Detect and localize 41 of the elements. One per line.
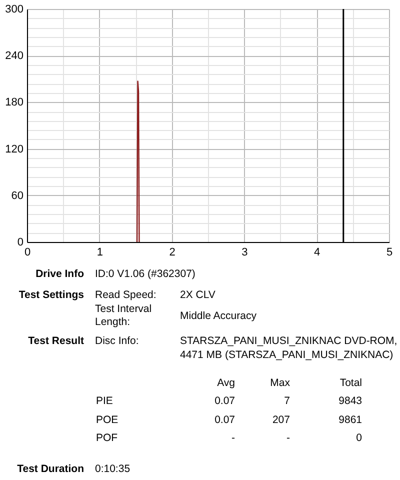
x-tick-label: 3	[242, 246, 248, 258]
text: Test Duration	[17, 463, 84, 475]
text: Test Result	[28, 335, 84, 347]
text: Disc Info:	[95, 335, 139, 347]
text: PIE	[96, 395, 113, 407]
y-tick-label: 120	[5, 143, 24, 156]
text: 207	[272, 414, 290, 426]
text: Test Settings	[18, 289, 84, 301]
text: 0:10:35	[95, 463, 130, 475]
text: ID:0 V1.06 (#362307)	[95, 268, 196, 280]
y-tick-label: 60	[11, 190, 24, 202]
text: 0.07	[214, 395, 236, 407]
text: 4471 MB (STARSZA_PANI_MUSI_ZNIKNAC)	[180, 349, 394, 361]
text: Max	[270, 377, 291, 389]
y-tick-label: 300	[5, 4, 24, 16]
text: 0	[356, 432, 362, 444]
x-tick-label: 2	[169, 246, 176, 258]
y-tick-label: 0	[17, 236, 24, 248]
text: Drive Info	[36, 268, 84, 280]
text: Length:	[95, 316, 130, 328]
text: 0.07	[214, 414, 236, 426]
text: Total	[340, 377, 362, 389]
y-tick-label: 180	[5, 96, 24, 109]
text: 9843	[338, 395, 362, 407]
text: -	[232, 432, 236, 444]
text: Middle Accuracy	[180, 310, 258, 322]
text: -	[286, 432, 290, 444]
text: Test Interval	[95, 303, 152, 315]
text: STARSZA_PANI_MUSI_ZNIKNAC DVD-ROM,	[180, 335, 398, 347]
text: Avg	[217, 377, 236, 389]
text: 7	[284, 395, 290, 407]
text: POE	[96, 414, 118, 426]
x-tick-label: 5	[386, 246, 393, 258]
text: 9861	[338, 414, 362, 426]
text: Read Speed:	[95, 289, 156, 301]
x-tick-label: 0	[24, 246, 31, 258]
x-tick-label: 1	[96, 246, 103, 258]
y-tick-label: 240	[5, 50, 24, 62]
text: 2X CLV	[180, 289, 216, 301]
x-tick-label: 4	[314, 246, 320, 258]
text: POF	[96, 432, 118, 444]
